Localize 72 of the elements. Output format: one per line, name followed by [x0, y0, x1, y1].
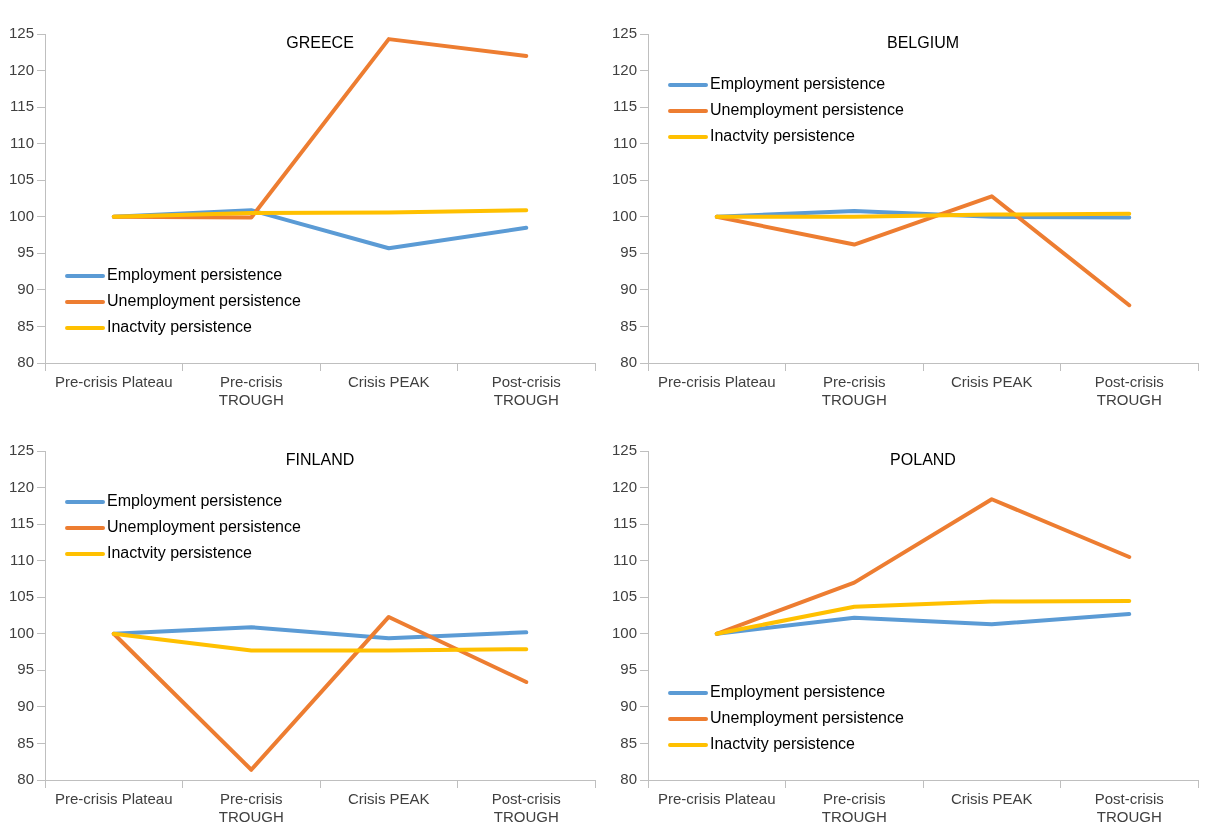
y-tick-label: 125: [9, 24, 35, 42]
x-tick-label: Post-crisis TROUGH: [491, 373, 561, 409]
x-tick-label: Pre-crisis Plateau: [55, 373, 173, 391]
x-tick-label: Post-crisis TROUGH: [1094, 790, 1164, 826]
x-tick-label: Post-crisis TROUGH: [491, 790, 561, 826]
y-tick-label: 90: [620, 280, 638, 298]
y-tick-label: 120: [9, 477, 35, 495]
y-tick-label: 80: [620, 353, 638, 371]
y-tick-label: 120: [612, 477, 638, 495]
legend-label: Employment persistence: [710, 75, 886, 93]
y-tick-label: 120: [612, 60, 638, 78]
legend-label: Inactvity persistence: [107, 544, 253, 562]
legend-label: Employment persistence: [107, 266, 283, 284]
y-tick-label: 105: [612, 587, 638, 605]
y-tick-label: 100: [9, 623, 35, 641]
y-tick-label: 115: [613, 514, 638, 532]
y-tick-label: 115: [613, 97, 638, 115]
y-tick-label: 120: [9, 60, 35, 78]
legend-label: Employment persistence: [107, 492, 283, 510]
y-tick-label: 95: [620, 660, 638, 678]
y-tick-label: 100: [612, 623, 638, 641]
y-tick-label: 90: [17, 280, 35, 298]
legend-label: Unemployment persistence: [710, 709, 904, 727]
x-tick-label: Crisis PEAK: [347, 373, 430, 391]
y-tick-label: 125: [612, 441, 638, 459]
y-tick-label: 105: [9, 170, 35, 188]
y-tick-label: 100: [9, 206, 35, 224]
y-tick-label: 100: [612, 206, 638, 224]
y-tick-label: 85: [620, 733, 638, 751]
y-tick-label: 110: [613, 133, 638, 151]
x-tick-label: Pre-crisis Plateau: [55, 790, 173, 808]
y-tick-label: 90: [17, 697, 35, 715]
x-tick-label: Pre-crisis TROUGH: [218, 790, 284, 826]
y-tick-label: 110: [10, 550, 35, 568]
y-tick-label: 80: [620, 770, 638, 788]
chart-title: FINLAND: [285, 451, 355, 469]
y-tick-label: 110: [613, 550, 638, 568]
y-tick-label: 85: [620, 316, 638, 334]
y-tick-label: 125: [9, 441, 35, 459]
y-tick-label: 95: [17, 660, 35, 678]
legend-label: Unemployment persistence: [710, 101, 904, 119]
x-tick-label: Pre-crisis TROUGH: [218, 373, 284, 409]
x-tick-label: Pre-crisis Plateau: [658, 373, 776, 391]
x-tick-label: Crisis PEAK: [347, 790, 430, 808]
y-tick-label: 90: [620, 697, 638, 715]
chart-title: GREECE: [286, 34, 354, 52]
legend-label: Inactvity persistence: [710, 127, 856, 145]
y-tick-label: 80: [17, 353, 35, 371]
y-tick-label: 95: [620, 243, 638, 261]
legend-label: Unemployment persistence: [107, 292, 301, 310]
y-tick-label: 95: [17, 243, 35, 261]
chart-title: POLAND: [890, 451, 956, 469]
x-tick-label: Post-crisis TROUGH: [1094, 373, 1164, 409]
x-tick-label: Crisis PEAK: [950, 790, 1033, 808]
chart-title: BELGIUM: [887, 34, 960, 52]
y-tick-label: 110: [10, 133, 35, 151]
legend-label: Employment persistence: [710, 683, 886, 701]
x-tick-label: Pre-crisis Plateau: [658, 790, 776, 808]
legend-label: Inactvity persistence: [710, 735, 856, 753]
y-tick-label: 115: [10, 97, 35, 115]
y-tick-label: 85: [17, 316, 35, 334]
x-tick-label: Pre-crisis TROUGH: [821, 373, 887, 409]
y-tick-label: 85: [17, 733, 35, 751]
y-tick-label: 115: [10, 514, 35, 532]
legend-label: Inactvity persistence: [107, 318, 253, 336]
legend-label: Unemployment persistence: [107, 518, 301, 536]
y-tick-label: 105: [9, 587, 35, 605]
x-tick-label: Crisis PEAK: [950, 373, 1033, 391]
y-tick-label: 125: [612, 24, 638, 42]
x-tick-label: Pre-crisis TROUGH: [821, 790, 887, 826]
y-tick-label: 105: [612, 170, 638, 188]
y-tick-label: 80: [17, 770, 35, 788]
